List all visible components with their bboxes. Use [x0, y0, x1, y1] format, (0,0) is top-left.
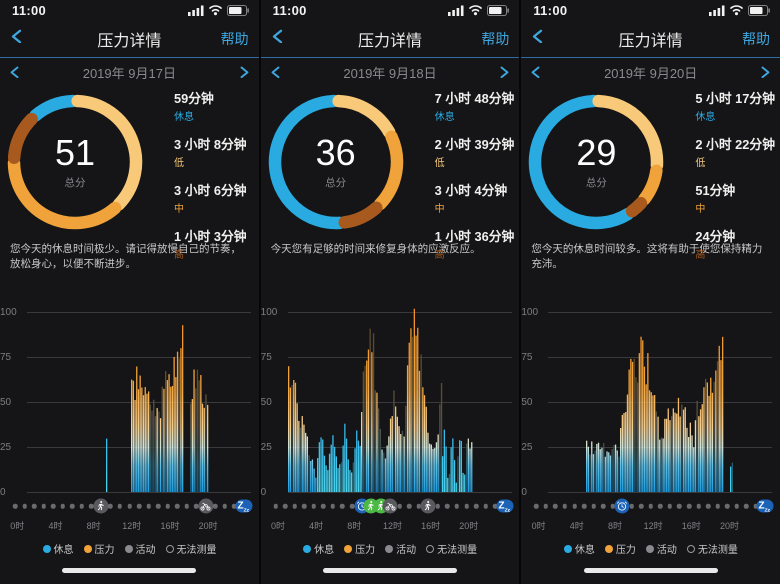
svg-text:Z: Z [498, 501, 504, 512]
svg-text:Zz: Zz [765, 508, 771, 513]
svg-text:Zz: Zz [244, 508, 250, 513]
svg-text:Z: Z [238, 501, 244, 512]
svg-text:Zz: Zz [504, 508, 510, 513]
svg-text:Z: Z [759, 501, 765, 512]
